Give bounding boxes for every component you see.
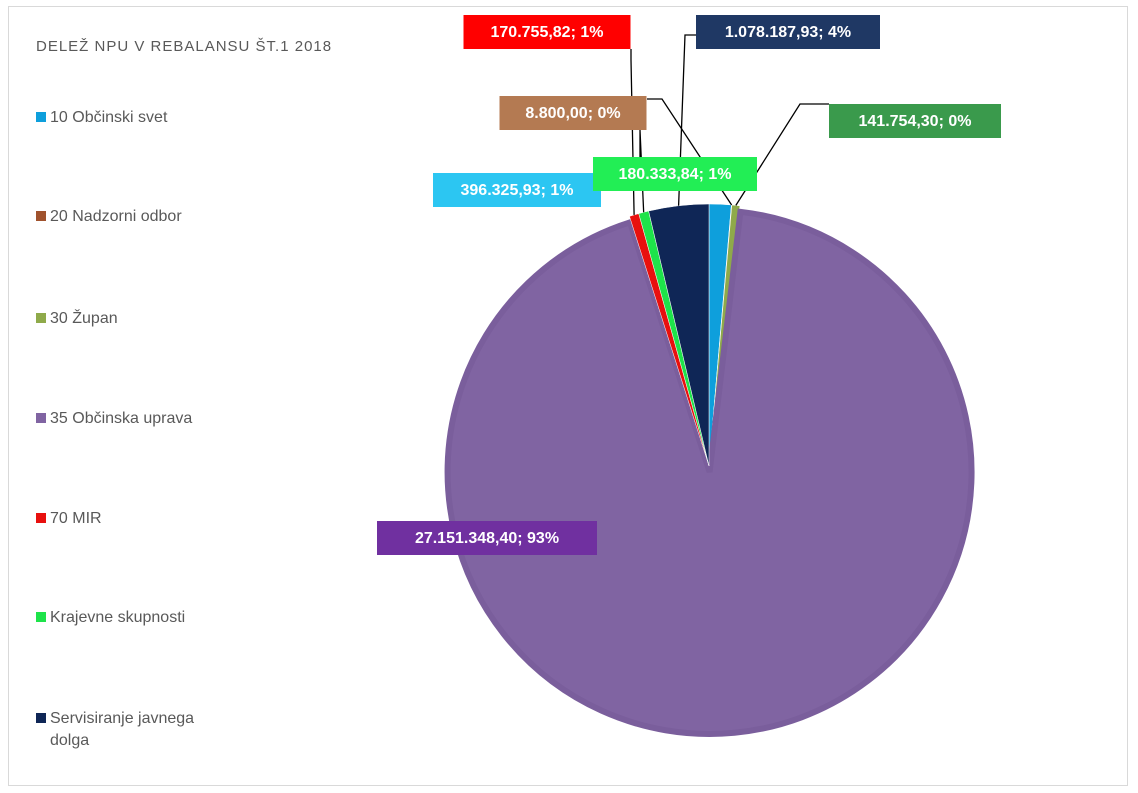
label-box <box>463 15 631 49</box>
leader-line <box>677 34 696 206</box>
data-label: 1.078.187,93; 4% <box>725 24 851 41</box>
legend-label: Servisiranje javnega dolga <box>50 710 195 749</box>
legend-item: 10 Občinski svet <box>36 107 225 129</box>
label-box <box>829 104 1001 138</box>
legend-item: 20 Nadzorni odbor <box>36 206 225 228</box>
legend-label: 35 Občinska uprava <box>50 410 193 427</box>
legend-item: 70 MIR <box>36 508 225 530</box>
legend-item: 30 Župan <box>36 308 225 330</box>
data-label: 170.755,82; 1% <box>491 24 604 41</box>
leader-line <box>735 103 829 206</box>
data-label: 180.333,84; 1% <box>619 166 732 183</box>
legend-swatch <box>36 513 46 523</box>
chart-title: DELEŽ NPU V REBALANSU ŠT.1 2018 <box>36 38 333 55</box>
data-label: 141.754,30; 0% <box>859 113 972 130</box>
pie-slice <box>444 208 975 737</box>
legend-label: 10 Občinski svet <box>50 109 168 126</box>
legend-swatch <box>36 313 46 323</box>
pie-slice <box>648 203 710 467</box>
label-box <box>593 157 757 191</box>
chart-frame <box>8 6 1128 786</box>
label-box <box>696 15 880 49</box>
label-box <box>499 96 647 130</box>
legend-label: 20 Nadzorni odbor <box>50 208 182 225</box>
label-box <box>433 173 601 207</box>
legend-swatch <box>36 612 46 622</box>
legend-label: 70 MIR <box>50 510 102 527</box>
data-label: 396.325,93; 1% <box>461 182 574 199</box>
legend-label: Krajevne skupnosti <box>50 609 186 626</box>
data-label: 8.800,00; 0% <box>525 105 620 122</box>
legend-swatch <box>36 713 46 723</box>
legend-item: Krajevne skupnosti <box>36 607 225 629</box>
legend-swatch <box>36 211 46 221</box>
label-box <box>377 521 597 555</box>
legend-item: Servisiranje javnega dolga <box>36 708 225 752</box>
data-label: 27.151.348,40; 93% <box>415 530 559 547</box>
legend-swatch <box>36 112 46 122</box>
legend-label: 30 Župan <box>50 310 118 327</box>
legend-item: 35 Občinska uprava <box>36 408 225 430</box>
legend-swatch <box>36 413 46 423</box>
